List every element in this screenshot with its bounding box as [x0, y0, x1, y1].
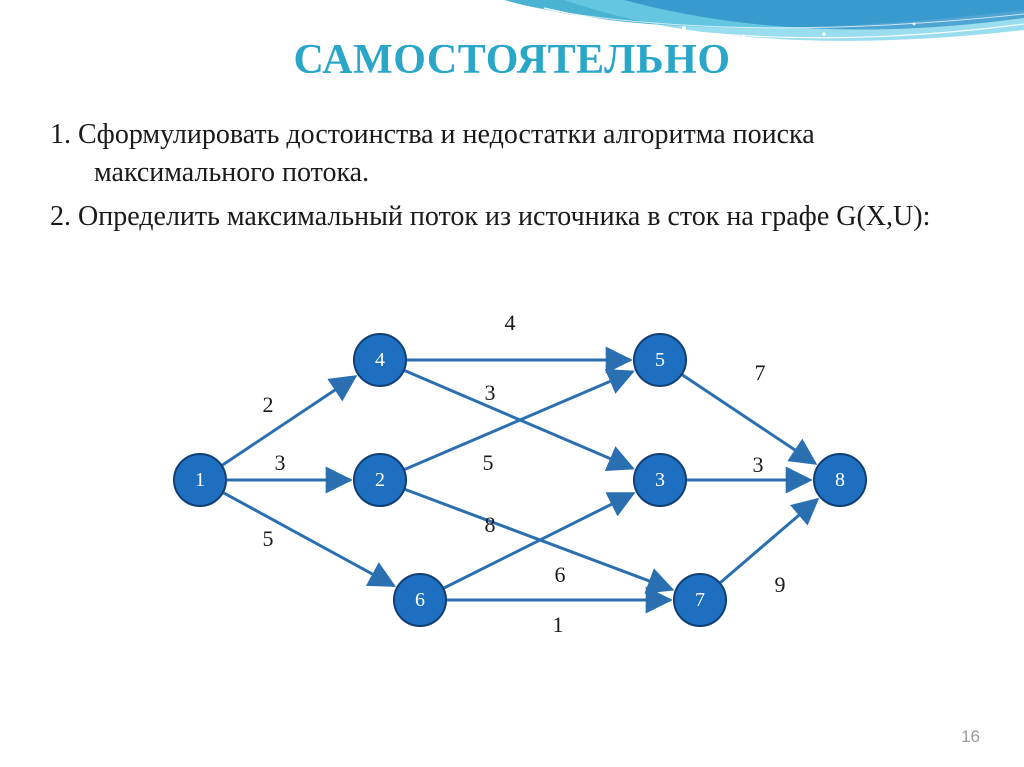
edge-1-6	[223, 492, 394, 585]
slide-title-text: САМОСТОЯТЕЛЬНО	[294, 37, 731, 83]
edge-5-8	[682, 374, 815, 463]
task-2: 2. Определить максимальный поток из исто…	[50, 198, 974, 236]
task-1: 1. Сформулировать достоинства и недостат…	[50, 116, 974, 192]
node-label-2: 2	[375, 469, 385, 491]
edge-label-7-8: 9	[775, 572, 786, 597]
node-label-7: 7	[695, 589, 705, 611]
edge-label-4-5: 4	[505, 310, 516, 335]
edge-label-2-5: 5	[483, 450, 494, 475]
slide-title: САМОСТОЯТЕЛЬНО	[0, 36, 1024, 84]
edge-label-1-6: 5	[263, 526, 274, 551]
node-label-4: 4	[375, 349, 385, 371]
node-label-6: 6	[415, 589, 425, 611]
edge-6-3	[443, 493, 633, 588]
edge-label-3-8: 3	[753, 452, 764, 477]
edge-7-8	[720, 500, 817, 584]
edge-label-4-3: 3	[485, 380, 496, 405]
body-text: 1. Сформулировать достоинства и недостат…	[50, 116, 974, 241]
node-label-1: 1	[195, 469, 205, 491]
slide: САМОСТОЯТЕЛЬНО 1. Сформулировать достоин…	[0, 0, 1024, 767]
page-number: 16	[961, 727, 980, 747]
edge-label-1-2: 3	[275, 450, 286, 475]
edge-1-4	[222, 377, 355, 466]
edge-label-1-4: 2	[263, 392, 274, 417]
node-label-8: 8	[835, 469, 845, 491]
flow-graph: 2 3 5 4 3 5 6 8 1 7 3 9 1 4 2 6 5 3 7 8	[160, 300, 880, 660]
edge-label-5-8: 7	[755, 360, 766, 385]
edge-label-2-7: 6	[555, 562, 566, 587]
edge-label-6-3: 8	[485, 512, 496, 537]
edge-label-6-7: 1	[553, 612, 564, 637]
node-label-5: 5	[655, 349, 665, 371]
node-label-3: 3	[655, 469, 665, 491]
